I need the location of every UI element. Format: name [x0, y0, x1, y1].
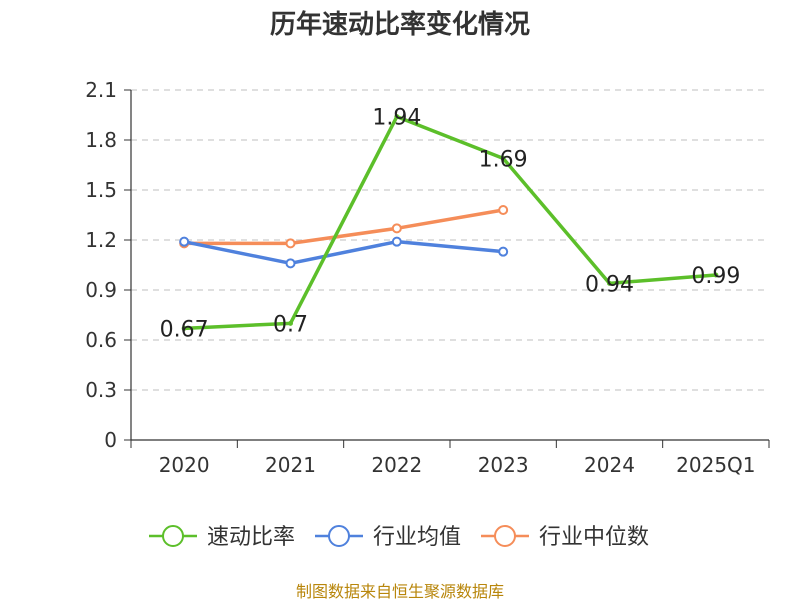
x-tick-label: 2025Q1 [676, 453, 755, 477]
legend-label: 行业均值 [373, 525, 461, 550]
data-label: 0.67 [160, 317, 209, 342]
series-line [183, 239, 504, 266]
data-point [498, 205, 509, 215]
y-tick-label: 1.8 [85, 128, 117, 152]
y-tick-label: 0 [104, 428, 117, 452]
data-point [391, 223, 402, 234]
legend-label: 行业中位数 [539, 525, 649, 550]
x-tick-label: 2020 [159, 453, 210, 477]
y-tick-label: 1.5 [85, 178, 117, 202]
data-point [391, 236, 402, 247]
legend-label: 速动比率 [207, 525, 295, 550]
legend-marker [162, 525, 184, 547]
data-label: 1.69 [479, 147, 528, 172]
data-source-note: 制图数据来自恒生聚源数据库 [295, 582, 504, 601]
y-tick-label: 0.9 [85, 278, 117, 302]
data-label: 0.99 [691, 264, 740, 289]
y-tick-label: 2.1 [85, 78, 117, 102]
legend-marker [328, 525, 350, 547]
x-tick-label: 2024 [584, 453, 635, 477]
y-tick-label: 0.6 [85, 328, 117, 352]
data-point [394, 114, 400, 120]
y-tick-label: 1.2 [85, 228, 117, 252]
data-label: 0.7 [273, 312, 308, 337]
series-line [184, 208, 504, 246]
x-tick-label: 2021 [265, 453, 316, 477]
data-point [285, 258, 296, 269]
data-point [179, 236, 190, 247]
data-point [285, 238, 296, 249]
data-point [181, 325, 187, 331]
data-label: 1.94 [372, 106, 421, 131]
series-line [184, 114, 716, 331]
data-label: 0.94 [585, 272, 634, 297]
x-tick-label: 2022 [371, 453, 422, 477]
x-tick-label: 2023 [478, 453, 529, 477]
data-point [500, 155, 506, 161]
data-point [713, 272, 719, 278]
data-point [288, 320, 293, 326]
data-point [607, 280, 612, 286]
y-tick-label: 0.3 [85, 378, 117, 402]
legend-marker [494, 525, 516, 547]
chart-title: 历年速动比率变化情况 [269, 10, 530, 40]
data-point [498, 246, 509, 257]
